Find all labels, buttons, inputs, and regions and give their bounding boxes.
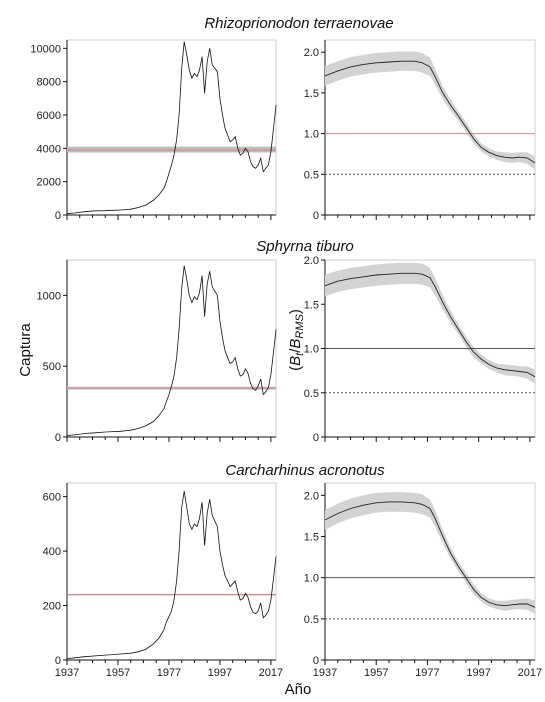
panels: 020004000600080001000000.51.01.52.005001… bbox=[30, 39, 542, 679]
y-tick-label: 0 bbox=[313, 655, 319, 667]
x-tick-label: 1977 bbox=[157, 667, 181, 679]
y-tick-label: 1000 bbox=[37, 290, 61, 302]
y-tick-label: 600 bbox=[43, 492, 61, 504]
y-tick-label: 2.0 bbox=[304, 47, 319, 59]
y-tick-label: 2.0 bbox=[304, 255, 319, 267]
y-tick-label: 8000 bbox=[37, 77, 61, 89]
confidence-ribbon bbox=[325, 492, 535, 614]
confidence-ribbon bbox=[325, 262, 535, 384]
plot-frame bbox=[66, 39, 277, 216]
y-label-slash: / bbox=[287, 348, 304, 353]
y-axis-label-left: Captura bbox=[17, 323, 34, 377]
x-tick-label: 2017 bbox=[259, 667, 283, 679]
y-label-b2: B bbox=[287, 339, 304, 349]
y-tick-label: 6000 bbox=[37, 110, 61, 122]
title-rhizoprionodon: Rhizoprionodon terraenovae bbox=[204, 15, 393, 32]
panel-1-ratio: 0 0.5 1.0 1.5 2.0 bbox=[304, 39, 536, 222]
y-tick-label: 0 bbox=[55, 210, 61, 222]
y-tick-label: 0.5 bbox=[304, 388, 319, 400]
panel-4-catch: 0 200 400 600 1937 1957 1977 1997 2017 bbox=[43, 482, 283, 679]
x-tick-label: 1937 bbox=[55, 667, 79, 679]
confidence-ribbon bbox=[325, 51, 535, 170]
y-label-t: t bbox=[294, 352, 306, 356]
y-tick-label: 0.5 bbox=[304, 169, 319, 181]
x-tick-label: 1957 bbox=[106, 667, 130, 679]
y-tick-label: 1.0 bbox=[304, 344, 319, 356]
panel-3-ratio: 0 0.5 1.0 1.5 2.0 bbox=[304, 255, 536, 444]
y-tick-label: 0 bbox=[55, 432, 61, 444]
y-tick-label: 1.0 bbox=[304, 573, 319, 585]
plot-frame bbox=[66, 259, 277, 438]
plot-frame bbox=[66, 482, 277, 661]
title-carcharhinus: Carcharhinus acronotus bbox=[225, 462, 385, 479]
y-tick-label: 10000 bbox=[30, 43, 61, 55]
panel-0-catch: 0 2000 4000 6000 8000 10000 bbox=[30, 39, 277, 222]
y-tick-label: 0 bbox=[313, 210, 319, 222]
panel-2-catch: 0 500 1000 bbox=[37, 259, 277, 444]
y-tick-label: 2.0 bbox=[304, 490, 319, 502]
y-label-b: B bbox=[287, 356, 304, 366]
panel-5-ratio: 0 0.5 1.0 1.5 2.0 1937 1957 1977 1997 2017 bbox=[304, 482, 542, 679]
x-axis-label: Año bbox=[285, 681, 312, 698]
title-sphyrna: Sphyrna tiburo bbox=[256, 238, 354, 255]
y-label-rms: RMS bbox=[294, 313, 306, 338]
x-tick-label: 1977 bbox=[415, 667, 439, 679]
x-tick-label: 1957 bbox=[364, 667, 388, 679]
y-tick-label: 0 bbox=[313, 432, 319, 444]
x-tick-label: 1997 bbox=[466, 667, 490, 679]
y-tick-label: 200 bbox=[43, 601, 61, 613]
x-tick-label: 1937 bbox=[313, 667, 337, 679]
ratio-series-line bbox=[324, 272, 536, 378]
y-tick-label: 400 bbox=[43, 546, 61, 558]
catch-series-line bbox=[66, 491, 277, 659]
y-tick-label: 1.0 bbox=[304, 129, 319, 141]
y-axis-label-right: (Bt/BRMS) bbox=[287, 309, 306, 371]
y-tick-label: 1.5 bbox=[304, 532, 319, 544]
catch-series-line bbox=[66, 265, 277, 436]
y-tick-label: 4000 bbox=[37, 143, 61, 155]
x-tick-label: 1997 bbox=[208, 667, 232, 679]
ratio-series-line bbox=[324, 501, 536, 608]
y-tick-label: 500 bbox=[43, 361, 61, 373]
ratio-series-line bbox=[324, 60, 536, 164]
y-tick-label: 1.5 bbox=[304, 88, 319, 100]
y-tick-label: 0.5 bbox=[304, 614, 319, 626]
y-tick-label: 1.5 bbox=[304, 299, 319, 311]
x-tick-label: 2017 bbox=[518, 667, 542, 679]
y-tick-label: 2000 bbox=[37, 177, 61, 189]
y-tick-label: 0 bbox=[55, 655, 61, 667]
catch-series-line bbox=[66, 41, 277, 215]
